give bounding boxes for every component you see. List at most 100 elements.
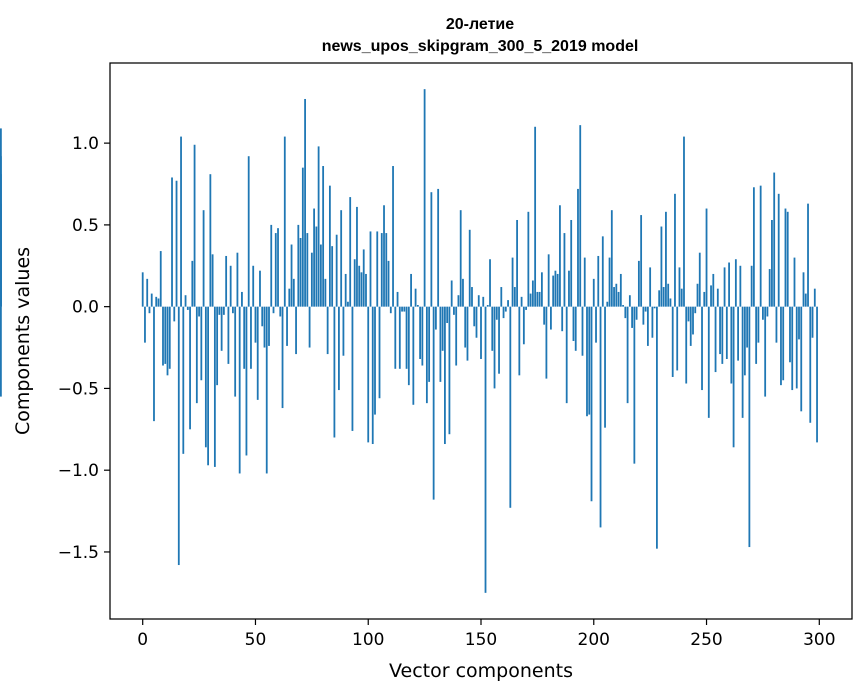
bar — [606, 301, 609, 307]
bar — [331, 246, 334, 307]
bar — [586, 306, 588, 417]
y-axis-ticks: −1.5 −1.0 −0.5 0.0 0.5 1.0 — [58, 134, 110, 563]
bar — [579, 125, 582, 307]
bar — [764, 306, 767, 397]
bar — [229, 265, 232, 307]
x-tick-label: 250 — [690, 630, 722, 650]
bar — [412, 306, 415, 405]
bar — [527, 211, 530, 307]
bar — [471, 287, 473, 307]
bar — [306, 233, 309, 307]
bar — [473, 306, 476, 327]
bar — [644, 306, 647, 312]
x-tick-label: 150 — [465, 630, 497, 650]
bar — [416, 305, 419, 307]
bar — [180, 136, 182, 307]
bar — [507, 300, 509, 307]
bar — [669, 298, 672, 307]
bar — [543, 306, 546, 325]
bar — [360, 272, 363, 307]
bar — [547, 254, 550, 307]
bar — [475, 306, 478, 338]
bar — [739, 265, 742, 307]
bar — [610, 210, 613, 307]
x-tick-label: 200 — [578, 630, 610, 650]
bar — [207, 306, 209, 466]
bar — [678, 267, 681, 307]
bar — [405, 306, 408, 369]
bar — [491, 306, 494, 351]
bar-series — [0, 89, 818, 593]
bar — [660, 226, 663, 307]
bar — [795, 306, 798, 389]
bar — [536, 291, 539, 307]
bar — [358, 265, 361, 307]
bar — [752, 187, 755, 307]
bar — [410, 273, 412, 307]
bar — [380, 233, 383, 307]
bar — [141, 272, 144, 307]
bar — [200, 306, 203, 381]
bar — [204, 306, 207, 448]
bar — [423, 89, 426, 307]
bar — [807, 203, 809, 307]
bar — [674, 193, 676, 307]
bar — [540, 272, 543, 307]
bar — [387, 260, 390, 307]
bar — [175, 180, 178, 307]
bar — [570, 219, 573, 307]
bar — [728, 262, 730, 307]
y-tick-label: 0.5 — [72, 216, 99, 236]
bar — [333, 306, 336, 438]
bar — [498, 306, 500, 374]
bar — [554, 270, 557, 307]
y-tick-label: −0.5 — [58, 379, 99, 399]
bar — [816, 306, 818, 443]
bar — [340, 210, 343, 307]
bar — [283, 136, 286, 307]
bar — [299, 237, 302, 307]
bar — [692, 306, 694, 335]
bar — [401, 306, 403, 312]
bar — [595, 306, 597, 343]
bar — [502, 306, 505, 319]
bar — [534, 126, 537, 307]
bar — [168, 306, 171, 369]
bar — [261, 306, 264, 327]
bar — [687, 306, 690, 322]
bar — [177, 306, 180, 566]
bar — [342, 306, 345, 356]
bar — [793, 257, 796, 307]
bar — [696, 283, 699, 307]
bar — [721, 306, 724, 364]
bar — [374, 306, 376, 415]
bar — [624, 306, 627, 319]
bar — [707, 306, 710, 418]
bar — [371, 306, 374, 445]
bar — [407, 306, 410, 386]
bar — [550, 306, 552, 330]
y-axis-label: Components values — [12, 247, 34, 435]
bar — [166, 306, 169, 376]
bar — [157, 298, 160, 307]
bar — [434, 306, 437, 330]
bar — [198, 306, 200, 317]
plot-frame — [109, 62, 853, 620]
bar — [234, 306, 237, 397]
bar — [362, 249, 365, 307]
bar — [144, 306, 146, 343]
bar — [319, 244, 322, 307]
bar — [324, 278, 327, 307]
bar — [225, 255, 228, 307]
bar — [658, 290, 661, 307]
bar — [608, 257, 611, 307]
bar — [617, 291, 620, 307]
bar — [243, 306, 246, 369]
bar — [313, 208, 315, 307]
bar — [516, 219, 518, 307]
chart-title-line-2: news_upos_skipgram_300_5_2019 model — [322, 38, 639, 55]
bar — [193, 144, 196, 307]
bar — [577, 188, 579, 307]
bar — [365, 273, 367, 307]
bar — [522, 306, 525, 345]
